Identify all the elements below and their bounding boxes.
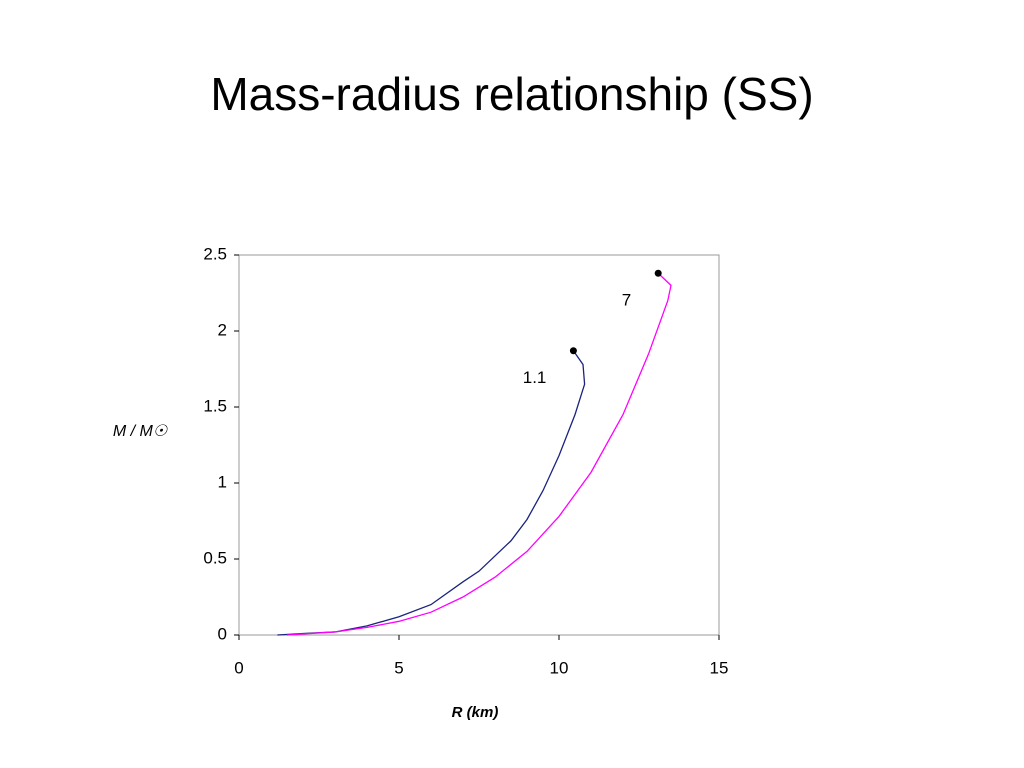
y-tick-label: 0.5 [203,548,227,567]
x-tick-label: 15 [710,658,729,677]
x-tick-label: 0 [234,658,243,677]
series-label: 1.1 [523,368,547,387]
y-tick-label: 0 [218,624,227,643]
series-line [277,350,586,636]
x-tick-label: 5 [394,658,403,677]
slide-title: Mass-radius relationship (SS) [210,68,813,120]
series-label: 7 [622,291,631,310]
end-point [569,347,577,355]
x-axis-label: R (km) [452,704,499,721]
y-axis-label: M / M☉ [113,423,168,440]
x-tick-label: 10 [550,658,569,677]
y-tick-label: 1 [218,472,227,491]
series-line [286,272,672,636]
y-tick-label: 1.5 [203,396,227,415]
plot-area [238,254,720,636]
y-tick-label: 2.5 [203,244,227,263]
y-tick-label: 2 [218,320,227,339]
end-point [654,269,662,277]
